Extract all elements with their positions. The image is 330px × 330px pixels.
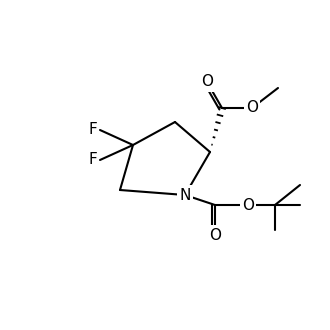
Text: N: N — [179, 187, 191, 203]
Text: O: O — [242, 197, 254, 213]
Text: F: F — [88, 152, 97, 168]
Text: O: O — [209, 227, 221, 243]
Text: F: F — [88, 122, 97, 138]
Text: O: O — [246, 101, 258, 115]
Text: O: O — [201, 75, 213, 89]
